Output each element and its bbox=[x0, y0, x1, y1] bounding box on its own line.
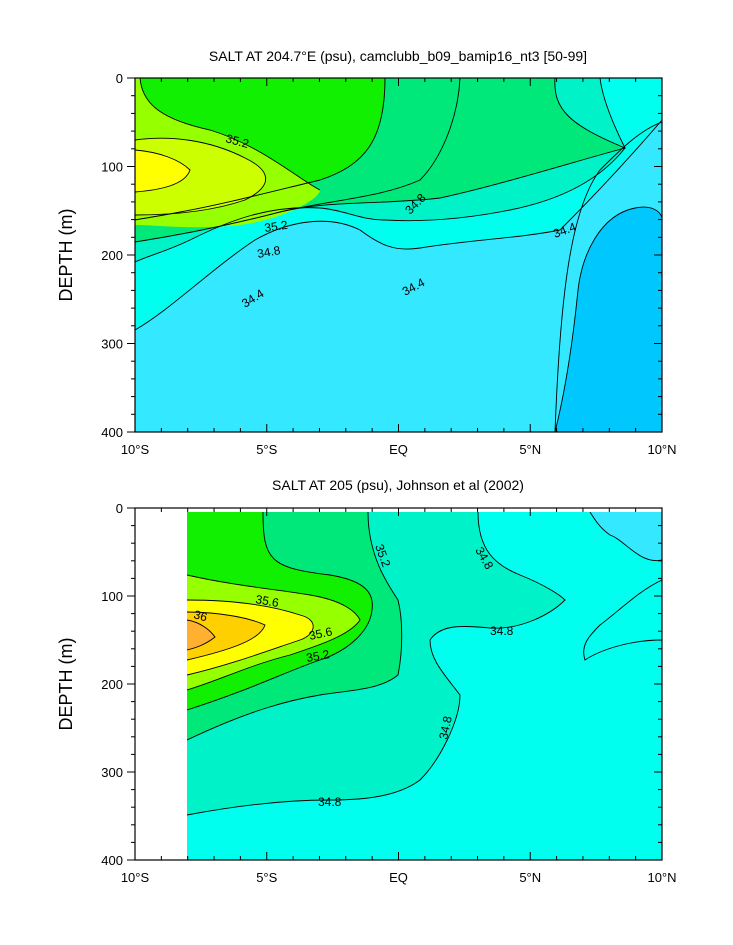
y-tick-label: 400 bbox=[101, 425, 123, 440]
contour-label: 34.8 bbox=[436, 715, 455, 741]
panel-model-contour-lines bbox=[135, 78, 662, 432]
x-tick-label: 5°N bbox=[519, 870, 541, 885]
y-tick-label: 300 bbox=[101, 337, 123, 352]
x-tick-label: EQ bbox=[389, 870, 408, 885]
contour-label: 34.8 bbox=[256, 243, 282, 261]
x-tick-label: EQ bbox=[389, 442, 408, 457]
contour-label: 35.6 bbox=[308, 624, 334, 643]
contour-label: 36 bbox=[192, 607, 209, 624]
fill-34.4 bbox=[590, 512, 662, 561]
y-tick-label: 300 bbox=[101, 765, 123, 780]
contour-label: 35.2 bbox=[305, 647, 331, 665]
contour-label: 34.8 bbox=[318, 795, 342, 809]
y-tick-label: 100 bbox=[101, 160, 123, 175]
panel-obs-title: SALT AT 205 (psu), Johnson et al (2002) bbox=[272, 477, 524, 493]
panel-model-title: SALT AT 204.7°E (psu), camclubb_b09_bami… bbox=[209, 48, 587, 64]
fill-35.8 bbox=[135, 150, 190, 192]
contour-label: 35.6 bbox=[254, 592, 280, 610]
fill-34.2 bbox=[555, 207, 662, 432]
y-tick-label: 0 bbox=[116, 71, 123, 86]
x-tick-label: 10°S bbox=[121, 870, 150, 885]
fill-36.0 bbox=[187, 620, 215, 650]
panel-model-axes: 10°S 5°S EQ 5°N 10°N 0 100 200 300 400 bbox=[101, 71, 676, 457]
panel-obs-ylabel: DEPTH (m) bbox=[56, 638, 76, 731]
y-tick-label: 100 bbox=[101, 589, 123, 604]
contour-label: 35.2 bbox=[263, 218, 288, 235]
x-tick-label: 10°S bbox=[121, 442, 150, 457]
panel-obs-contour-lines bbox=[187, 512, 662, 816]
x-tick-label: 10°N bbox=[647, 870, 676, 885]
panel-model-contour-fills bbox=[135, 78, 662, 432]
panel-obs-axes: 10°S 5°S EQ 5°N 10°N 0 100 200 300 400 bbox=[101, 501, 676, 885]
y-tick-label: 200 bbox=[101, 248, 123, 263]
panel-obs-contour-fills bbox=[187, 512, 662, 860]
y-tick-label: 0 bbox=[116, 501, 123, 516]
contour-label: 35.2 bbox=[224, 131, 250, 151]
y-tick-label: 200 bbox=[101, 677, 123, 692]
x-tick-label: 10°N bbox=[647, 442, 676, 457]
x-tick-label: 5°N bbox=[519, 442, 541, 457]
contour-label: 34.8 bbox=[490, 624, 514, 638]
x-tick-label: 5°S bbox=[256, 870, 277, 885]
x-tick-label: 5°S bbox=[256, 442, 277, 457]
y-tick-label: 400 bbox=[101, 853, 123, 868]
fill-35.8 bbox=[187, 612, 265, 660]
panel-model: SALT AT 204.7°E (psu), camclubb_b09_bami… bbox=[56, 48, 677, 457]
panel-model-ylabel: DEPTH (m) bbox=[56, 209, 76, 302]
panel-obs: SALT AT 205 (psu), Johnson et al (2002) bbox=[56, 477, 677, 885]
